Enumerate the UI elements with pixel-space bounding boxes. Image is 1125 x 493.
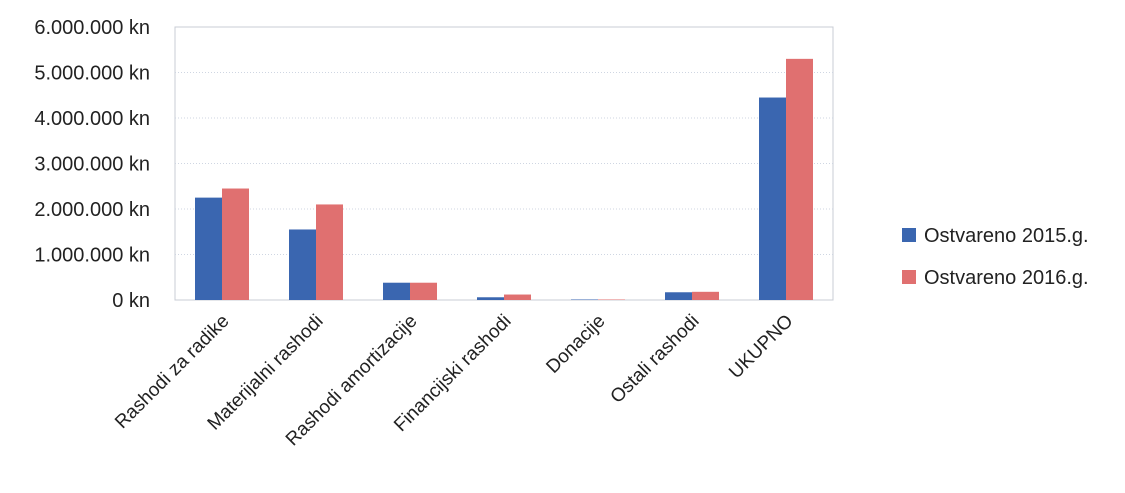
bar-2016: [410, 282, 437, 300]
bar-2016: [598, 299, 625, 300]
bar-2015: [383, 282, 410, 300]
legend-label: Ostvareno 2016.g.: [924, 267, 1089, 289]
bar-2015: [289, 229, 316, 300]
bar-2016: [222, 188, 249, 300]
legend-label: Ostvareno 2015.g.: [924, 225, 1089, 247]
bar-2016: [786, 58, 813, 300]
x-tick-label: Donacije: [542, 311, 609, 378]
y-tick-label: 1.000.000 kn: [34, 245, 150, 267]
bar-2015: [571, 299, 598, 300]
bar-2015: [477, 297, 504, 300]
legend-swatch: [902, 270, 916, 284]
y-tick-label: 2.000.000 kn: [34, 199, 150, 221]
bar-2016: [692, 291, 719, 300]
bar-2015: [759, 97, 786, 301]
y-tick-label: 6.000.000 kn: [34, 17, 150, 39]
x-tick-label: UKUPNO: [725, 311, 797, 383]
bar-2016: [316, 204, 343, 300]
y-tick-label: 4.000.000 kn: [34, 108, 150, 130]
plot-area: [174, 26, 834, 301]
y-tick-label: 5.000.000 kn: [34, 63, 150, 85]
y-tick-label: 0 kn: [112, 290, 150, 312]
y-tick-label: 3.000.000 kn: [34, 154, 150, 176]
bar-2015: [195, 197, 222, 300]
bar-2015: [665, 292, 692, 300]
legend-swatch: [902, 228, 916, 242]
bar-2016: [504, 294, 531, 300]
x-tick-label: Ostali rashodi: [607, 311, 704, 408]
